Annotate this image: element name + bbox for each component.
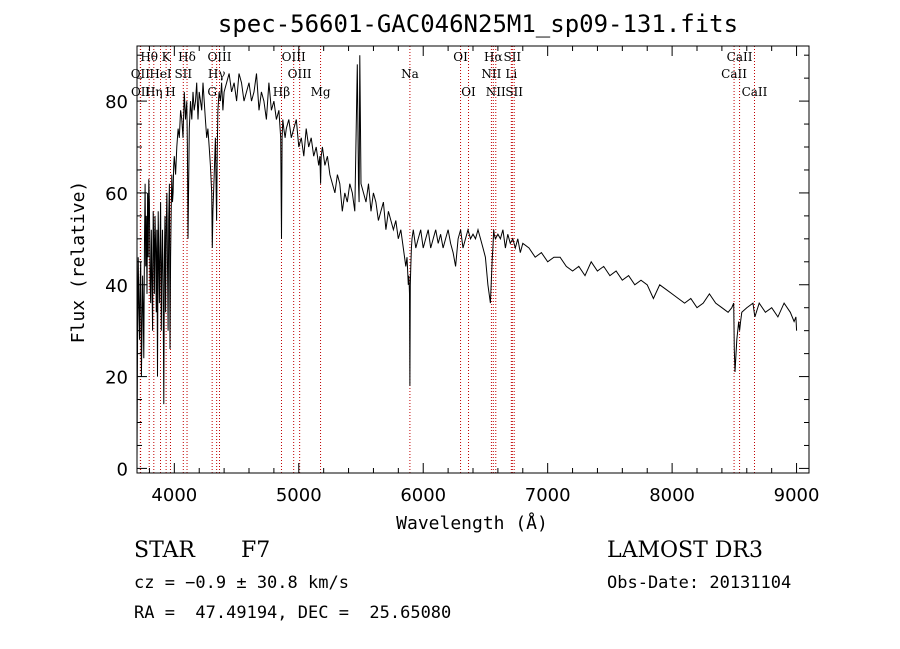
observation-date: Obs-Date: 20131104 [607,573,792,593]
line-marker-label: NII [481,67,501,81]
line-marker-label: Hβ [273,85,290,99]
ra-dec-coordinates: RA = 47.49194, DEC = 25.65080 [134,603,452,623]
plot-frame [136,45,810,474]
x-tick-label: 6000 [400,485,446,506]
line-marker-label: Hθ [140,50,158,64]
line-marker-label: CaII [721,67,747,81]
redshift-velocity: cz = −0.9 ± 30.8 km/s [134,573,349,593]
line-marker-label: Mg [311,85,331,99]
line-marker-label: HeI [149,67,172,81]
line-marker-label: OIII [207,50,231,64]
line-markers [139,46,755,473]
line-marker-label: NII [486,85,506,99]
line-marker-label: OII [131,85,151,99]
x-tick-label: 8000 [649,485,695,506]
x-tick-label: 9000 [774,485,820,506]
x-tick-label: 5000 [276,485,322,506]
line-marker-label: K [162,50,172,64]
x-tick-label: 7000 [525,485,571,506]
line-marker-label: Hη [145,85,163,99]
line-marker-label: OIII [282,50,306,64]
spectrum-chart: spec-56601-GAC046N25M1_sp09-131.fits Hθ K… [68,10,820,534]
line-marker-label: SII [174,67,192,81]
y-tick-label: 0 [117,459,128,480]
line-marker-label: SII [503,50,521,64]
line-marker-label: Na [401,67,419,81]
y-axis-label: Flux (relative) [68,181,89,344]
line-marker-label: Li [505,67,517,81]
object-class: STAR [134,538,195,563]
line-marker-label: Hδ [178,50,196,64]
x-axis-label: Wavelength (Å) [396,512,548,534]
x-axis-ticks: 4000 5000 6000 7000 8000 9000 [148,46,820,506]
spectrum-line [136,55,798,460]
line-marker-label: OI [461,85,476,99]
y-tick-label: 60 [105,184,128,205]
y-axis-ticks: 0 20 40 60 80 [105,54,809,480]
y-tick-label: 20 [105,368,128,389]
survey-name: LAMOST DR3 [607,538,763,563]
line-marker-label: Hγ [208,67,226,81]
line-marker-label: H [165,85,175,99]
chart-title: spec-56601-GAC046N25M1_sp09-131.fits [218,10,738,38]
x-tick-label: 4000 [151,485,197,506]
line-marker-label: OII [131,67,151,81]
line-marker-label: CaII [742,85,768,99]
line-marker-label: OIII [288,67,312,81]
y-tick-label: 80 [105,92,128,113]
y-tick-label: 40 [105,276,128,297]
line-marker-label: OI [453,50,468,64]
line-marker-label: Hα [484,50,503,64]
line-marker-label: SII [505,85,523,99]
line-marker-label: G [207,85,217,99]
line-marker-label: CaII [727,50,753,64]
object-subclass: F7 [241,538,271,563]
